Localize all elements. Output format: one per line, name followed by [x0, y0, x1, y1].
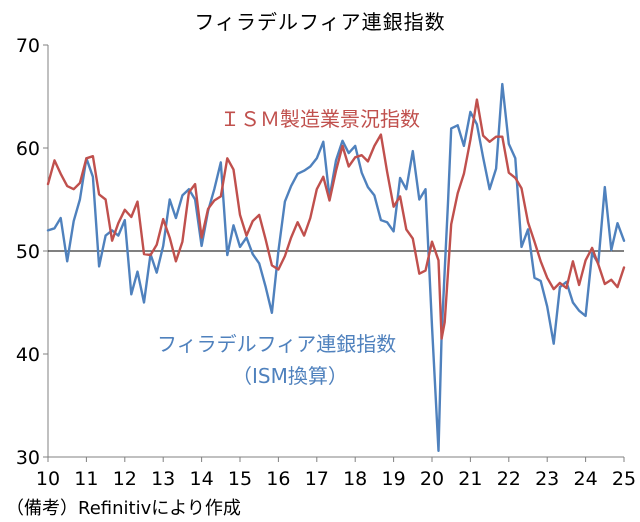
y-tick-label: 60	[16, 138, 40, 160]
series-label-philly-sub: （ISM換算）	[232, 364, 348, 388]
x-tick-label: 17	[305, 468, 329, 490]
x-tick-label: 21	[458, 468, 482, 490]
series-labels: ＩＳＭ製造業景況指数 フィラデルフィア連銀指数 （ISM換算）	[157, 107, 420, 388]
x-tick-label: 24	[574, 468, 598, 490]
series-label-ism: ＩＳＭ製造業景況指数	[220, 107, 420, 131]
y-tick-label: 50	[16, 241, 40, 263]
x-tick-label: 19	[382, 468, 406, 490]
series-line-ism	[46, 98, 626, 340]
x-tick-label: 10	[36, 468, 60, 490]
x-tick-label: 15	[228, 468, 252, 490]
series-label-philly: フィラデルフィア連銀指数	[157, 332, 396, 356]
x-tick-label: 14	[190, 468, 214, 490]
x-tick-label: 12	[113, 468, 137, 490]
chart-title: フィラデルフィア連銀指数	[194, 10, 446, 34]
x-tick-label: 16	[266, 468, 290, 490]
series-lines	[46, 82, 626, 452]
x-tick-label: 18	[343, 468, 367, 490]
axes: 30 40 50 60 70 10 11 12 13 14 15 16 17 18 19 20 21 22 23 24…	[16, 35, 636, 490]
x-tick-label: 13	[151, 468, 175, 490]
y-tick-label: 30	[16, 447, 40, 469]
x-tick-label: 11	[74, 468, 98, 490]
x-tick-label: 23	[535, 468, 559, 490]
y-tick-label: 70	[16, 35, 40, 57]
x-tick-label: 22	[497, 468, 521, 490]
x-tick-label: 20	[420, 468, 444, 490]
source-note: （備考）Refinitivにより作成	[6, 498, 241, 519]
x-tick-label: 25	[612, 468, 636, 490]
series-line-philly	[46, 82, 626, 452]
y-tick-label: 40	[16, 344, 40, 366]
